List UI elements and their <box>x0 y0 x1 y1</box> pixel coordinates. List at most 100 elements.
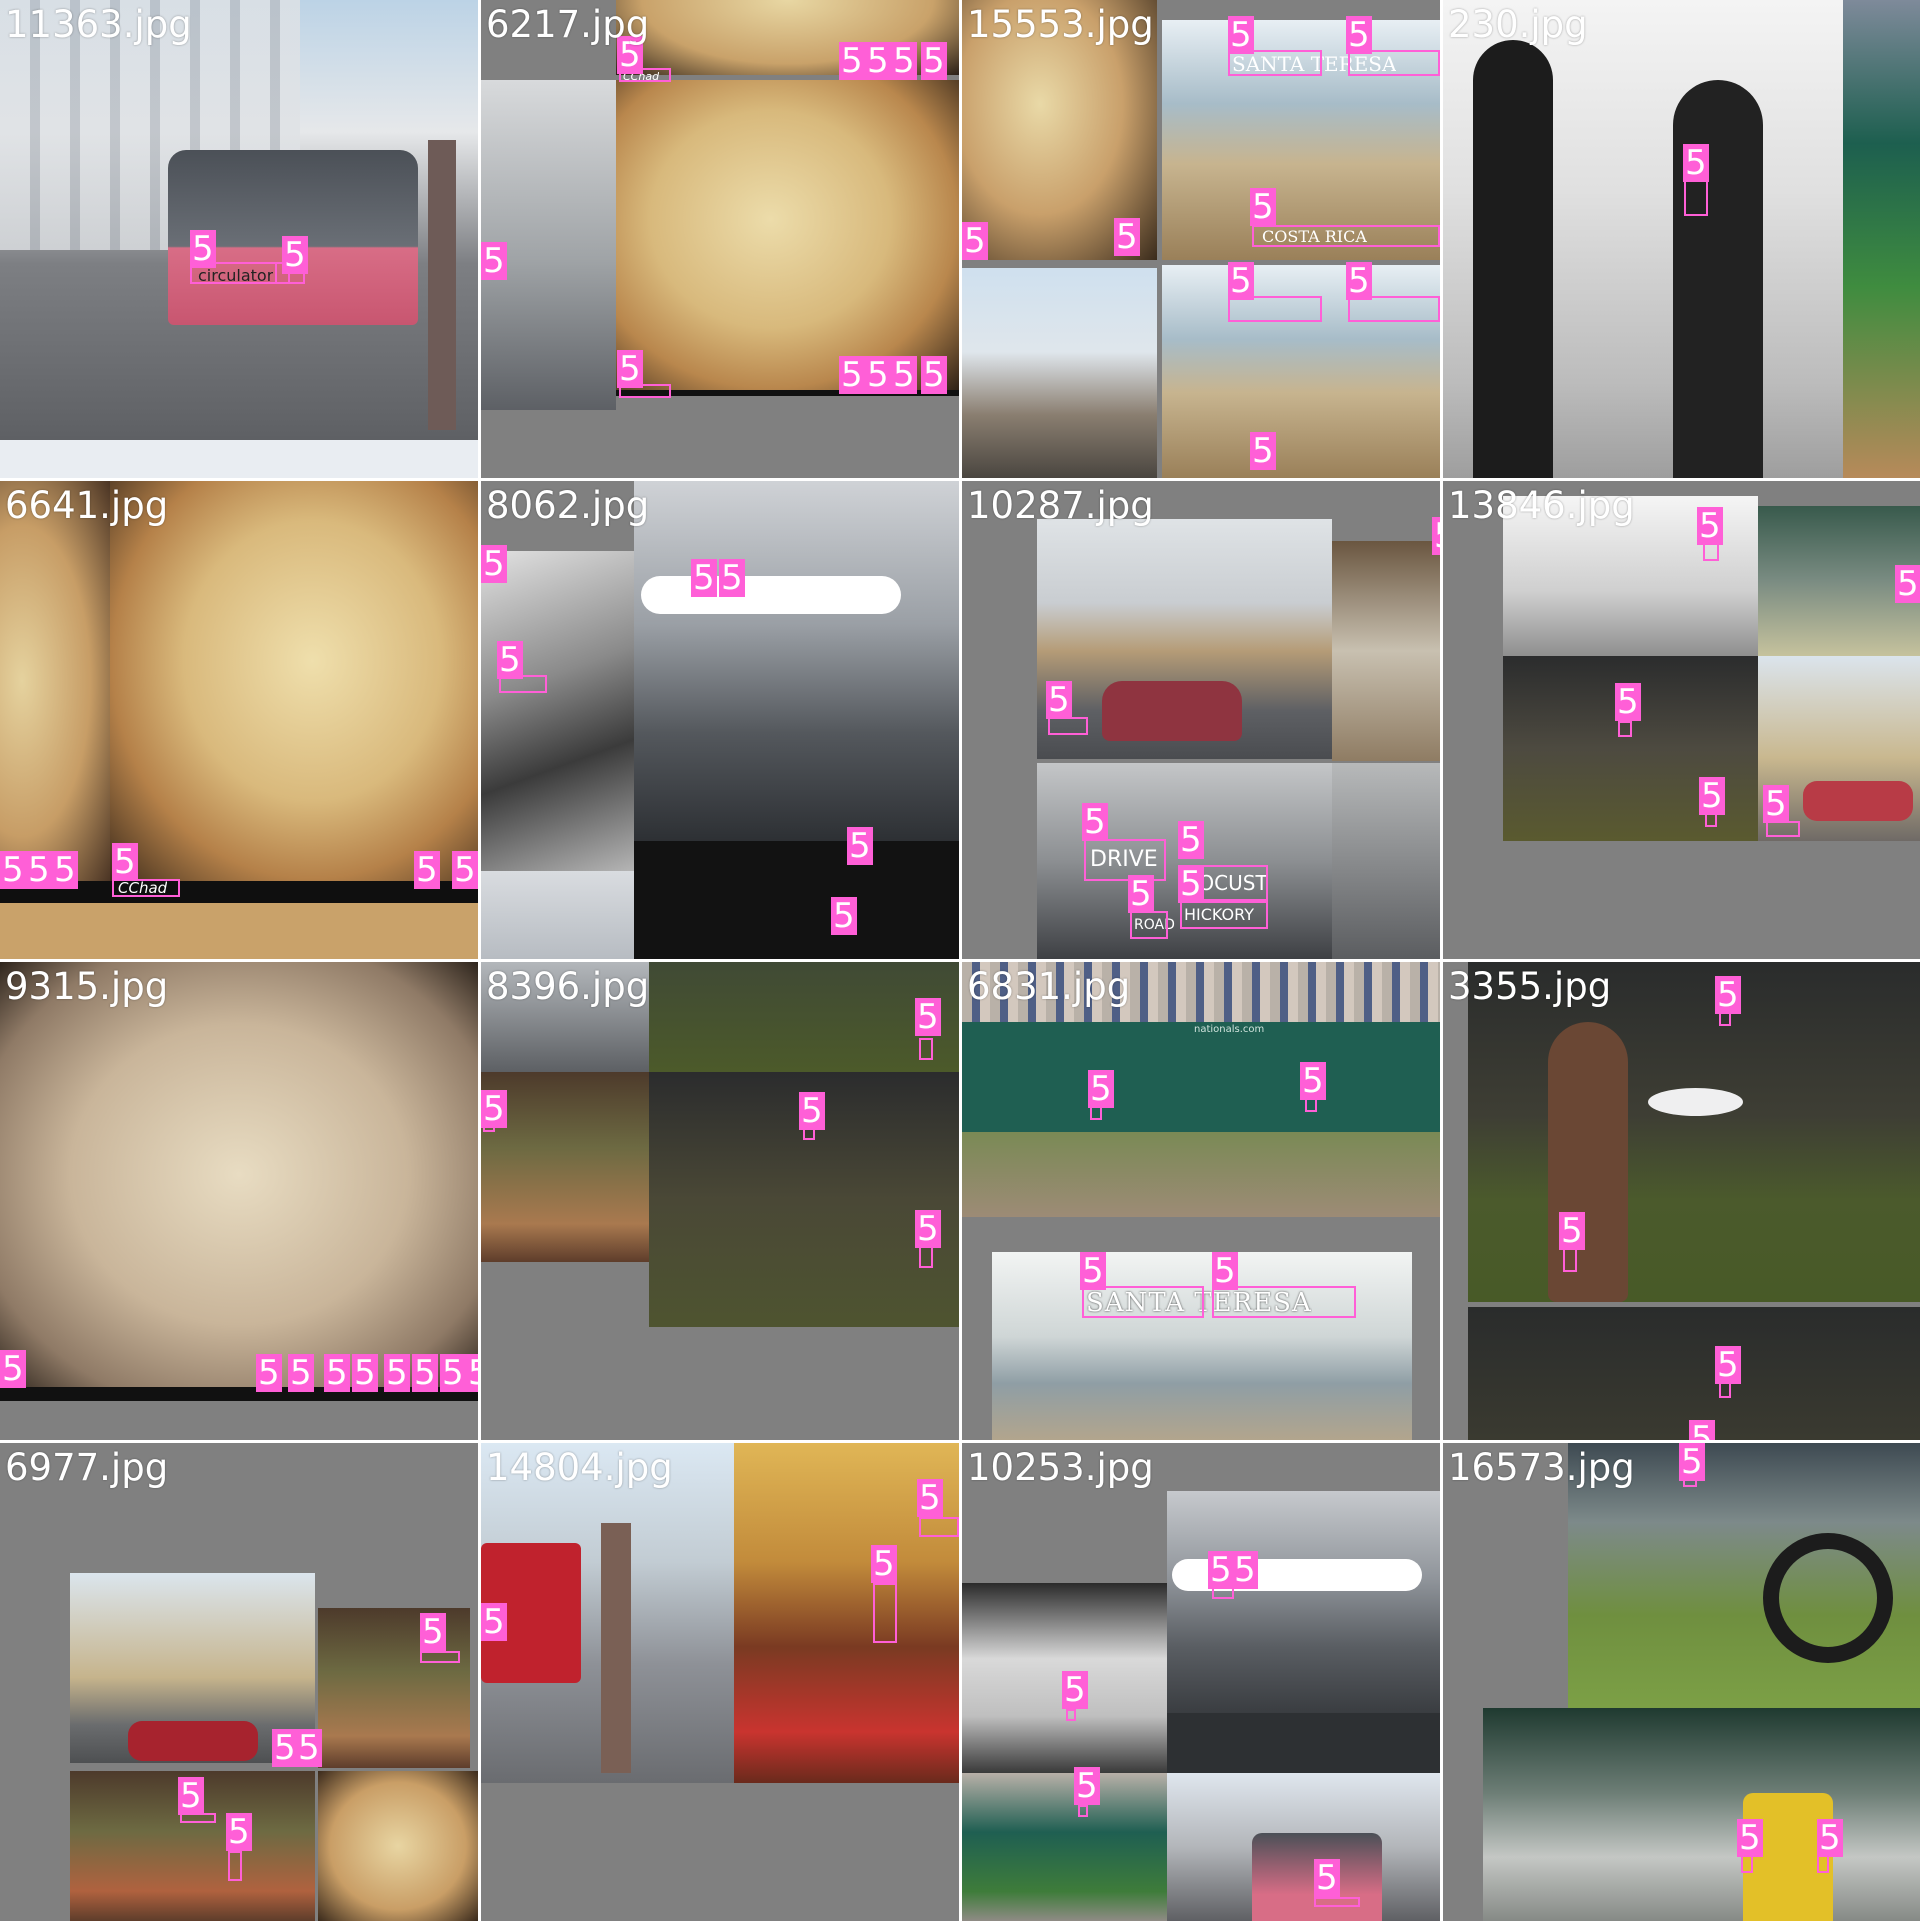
beach-sign-text: SANTA TERESA <box>1086 1288 1312 1318</box>
class-label: 5 <box>847 826 873 866</box>
red-car <box>1803 781 1913 821</box>
baseball-photo <box>962 1773 1167 1921</box>
tile-filename: 8396.jpg <box>486 965 650 1008</box>
bbox-shorts-2 <box>919 1246 933 1268</box>
airplane <box>641 576 901 614</box>
class-label: 5 <box>962 221 988 261</box>
field-photo <box>649 962 959 1072</box>
class-label: 5 <box>1046 680 1072 720</box>
class-label: 5 <box>1232 1550 1258 1590</box>
london-building <box>962 268 1157 478</box>
tile-filename: 6977.jpg <box>5 1446 169 1489</box>
tile-filename: 6831.jpg <box>967 965 1131 1008</box>
class-label: 5 <box>1559 1211 1585 1251</box>
class-label: 5 <box>440 1353 466 1393</box>
grid-divider <box>0 478 1920 481</box>
class-label: 5 <box>26 850 52 890</box>
bbox-road <box>1130 911 1168 939</box>
tile-filename: 16573.jpg <box>1448 1446 1635 1489</box>
bbox-bus-sign <box>1314 1897 1360 1907</box>
street-sign-text-3: HICKORY <box>1184 905 1254 924</box>
street-sign-photo <box>1037 763 1332 959</box>
tile-15553: SANTA TERESA COSTA RICA 5 5 5 5 5 5 5 5 … <box>962 0 1440 478</box>
people-photo <box>1332 763 1440 959</box>
class-label: 5 <box>617 35 643 75</box>
class-label: 5 <box>871 1544 897 1584</box>
beach-photo-2 <box>1162 265 1440 478</box>
bbox-clock <box>919 1517 959 1537</box>
class-label: 5 <box>1088 1069 1114 1109</box>
player <box>1548 1022 1628 1302</box>
class-label: 5 <box>865 41 891 81</box>
black-bar <box>616 390 959 396</box>
class-label: 5 <box>497 640 523 680</box>
class-label: 5 <box>921 41 947 81</box>
train-photo <box>1758 506 1920 656</box>
bbox-batter <box>1078 1805 1088 1817</box>
bbox-signature <box>619 68 671 82</box>
bbox-vase <box>228 1851 242 1881</box>
class-label: 5 <box>865 355 891 395</box>
pizza-signature-text: CChad <box>118 879 168 897</box>
tile-filename: 8062.jpg <box>486 484 650 527</box>
airport-dark <box>1167 1713 1440 1773</box>
class-label: 5 <box>839 41 865 81</box>
tile-13846: 5 5 5 5 5 13846.jpg <box>1443 481 1920 959</box>
class-label: 5 <box>719 558 745 598</box>
class-label: 5 <box>921 355 947 395</box>
pizza-photo <box>318 1771 478 1921</box>
bbox-teresa <box>1212 1286 1356 1318</box>
bbox-shorts <box>919 1038 933 1060</box>
train-station-photo <box>1483 1708 1920 1921</box>
class-label: 5 <box>0 1349 26 1389</box>
tile-filename: 9315.jpg <box>5 965 169 1008</box>
class-label: 5 <box>1128 874 1154 914</box>
class-label: 5 <box>384 1353 410 1393</box>
bbox-wristband <box>1066 1709 1076 1721</box>
bbox-teresa-2 <box>1348 296 1440 322</box>
class-label: 5 <box>112 842 138 882</box>
tile-filename: 10287.jpg <box>967 484 1154 527</box>
tile-filename: 6217.jpg <box>486 3 650 46</box>
class-label: 5 <box>915 997 941 1037</box>
class-label: 5 <box>1178 864 1204 904</box>
infield <box>962 1132 1440 1217</box>
bbox-signature-2 <box>619 384 671 398</box>
tile-filename: 230.jpg <box>1448 3 1588 46</box>
class-label: 5 <box>1715 1345 1741 1385</box>
class-label: 5 <box>691 558 717 598</box>
class-label: 5 <box>481 241 507 281</box>
pizza-main <box>616 80 959 390</box>
tile-14804: 5 5 5 14804.jpg <box>481 1443 959 1921</box>
plane-photo <box>634 481 959 841</box>
dark-strip <box>634 841 959 959</box>
class-label: 5 <box>420 1612 446 1652</box>
class-label: 5 <box>1062 1670 1088 1710</box>
tile-10253: 5 5 5 5 5 10253.jpg <box>962 1443 1440 1921</box>
dugout-wall <box>962 1022 1440 1132</box>
class-label: 5 <box>1346 261 1372 301</box>
black-bar <box>0 881 478 903</box>
tile-3355: 5 5 5 5 3355.jpg <box>1443 962 1920 1440</box>
bbox-player-shirt <box>1618 721 1632 737</box>
class-label: 5 <box>1080 1251 1106 1291</box>
class-label: 5 <box>617 349 643 389</box>
frisbee-repeat <box>1468 1307 1920 1440</box>
red-car <box>128 1721 258 1761</box>
room-photo <box>481 1072 649 1262</box>
red-car <box>1102 681 1242 741</box>
bottom-strip <box>0 440 478 478</box>
tile-9315: 5 5 5 5 5 5 5 5 5 9315.jpg <box>0 962 478 1440</box>
tail-photo <box>481 871 634 959</box>
pizza-left <box>0 481 110 881</box>
beach-photo <box>992 1252 1412 1440</box>
class-label: 5 <box>1212 1251 1238 1291</box>
class-label: 5 <box>288 1353 314 1393</box>
tile-11363: 5 5 circulator 11363.jpg <box>0 0 478 478</box>
class-label: 5 <box>891 41 917 81</box>
bbox-santa-2 <box>1228 296 1322 322</box>
class-label: 5 <box>1228 261 1254 301</box>
street-sign-text: DRIVE <box>1090 847 1158 872</box>
beach-sign-text-2: COSTA RICA <box>1262 227 1367 246</box>
